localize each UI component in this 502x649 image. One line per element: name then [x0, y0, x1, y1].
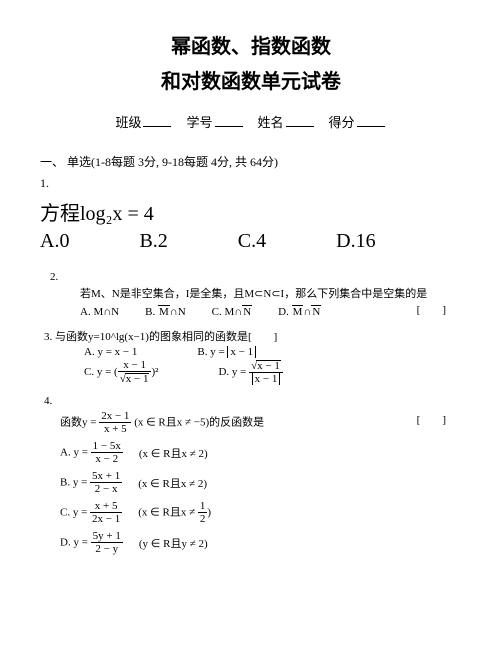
q4-main-num: 2x − 1: [99, 411, 131, 423]
q2-opt-d: D. M∩N: [278, 305, 321, 318]
title-line-1: 幂函数、指数函数: [40, 30, 462, 59]
q4d-pre: D. y =: [60, 537, 91, 549]
q4-main-den: x + 5: [99, 423, 131, 435]
q4-opt-b: B. y = 5x + 12 − x (x ∈ R且x ≠ 2): [44, 471, 462, 495]
q2-text: 若M、N是非空集合，I是全集，且M⊂N⊂I，那么下列集合中是空集的是 [ ]: [50, 285, 462, 301]
q2-stem: 若M、N是非空集合，I是全集，且M⊂N⊂I，那么下列集合中是空集的是: [80, 288, 427, 300]
q4c-num: x + 5: [90, 501, 122, 513]
q4c-cond-pre: (x ∈ R且x ≠: [138, 507, 198, 519]
q4c-cond-post: ): [207, 507, 211, 519]
q4c-den: 2x − 1: [90, 513, 122, 525]
q4-stem: 函数y = 2x − 1x + 5 (x ∈ R且x ≠ −5)的反函数是 [ …: [44, 411, 462, 435]
q1-options: A.0 B.2 C.4 D.16: [40, 230, 462, 253]
q3c-num: x − 1: [118, 360, 152, 372]
q2-opt-b: B. M∩N: [145, 305, 186, 318]
q3c-pre: C. y = (: [84, 366, 118, 378]
class-label: 班级: [115, 115, 141, 130]
score-label: 得分: [329, 115, 355, 130]
q2b-pre: B.: [145, 306, 158, 318]
q2d-over2: N: [311, 305, 321, 318]
q4-post: (x ∈ R且x ≠ −5)的反函数是: [131, 417, 264, 429]
q2-number: 2.: [50, 271, 462, 283]
q2-options: A. M∩N B. M∩N C. M∩N D. M∩N: [50, 305, 417, 318]
info-line: 班级 学号 姓名 得分: [40, 112, 462, 131]
q4-opt-a: A. y = 1 − 5xx − 2 (x ∈ R且x ≠ 2): [44, 441, 462, 465]
q1-opt-c: C.4: [238, 230, 266, 253]
q4-number: 4.: [44, 395, 462, 407]
q1-opt-a: A.0: [40, 230, 69, 253]
q4a-cond: (x ∈ R且x ≠ 2): [139, 445, 208, 461]
q2-opt-c: C. M∩N: [212, 305, 253, 318]
name-blank: [286, 113, 314, 127]
q2c-pre: C. M∩: [212, 306, 243, 318]
q2d-mid: ∩: [303, 306, 311, 318]
id-label: 学号: [186, 115, 212, 130]
q4d-den: 2 − y: [91, 543, 123, 555]
q4d-cond: (y ∈ R且y ≠ 2): [139, 535, 208, 551]
name-label: 姓名: [258, 115, 284, 130]
q4c-cond: (x ∈ R且x ≠ 12): [138, 501, 211, 525]
q1-number: 1.: [40, 176, 462, 191]
q2d-pre: D.: [278, 306, 291, 318]
q3-opt-c: C. y = (x − 1x − 1)²: [84, 360, 158, 385]
class-blank: [143, 113, 171, 127]
q3c-post: )²: [151, 366, 158, 378]
q1-opt-d: D.16: [336, 230, 375, 253]
q1-opt-b: B.2: [139, 230, 167, 253]
q3-opt-a: A. y = x − 1: [84, 346, 137, 358]
q3d-rad: x − 1: [256, 360, 281, 372]
section-1-heading: 一、 单选(1-8每题 3分, 9-18每题 4分, 共 64分): [40, 153, 462, 170]
q4b-num: 5x + 1: [90, 471, 122, 483]
id-blank: [215, 113, 243, 127]
q2-bracket: [ ]: [417, 301, 462, 317]
q2d-over1: M: [292, 305, 304, 318]
q4c-cond-den: 2: [198, 513, 208, 525]
q2-opt-a: A. M∩N: [80, 306, 119, 318]
q3-opt-d: D. y = x − 1x − 1: [218, 360, 282, 385]
q3d-pre: D. y =: [218, 366, 249, 378]
q2b-post: ∩N: [170, 306, 186, 318]
q3-number: 3.: [44, 331, 52, 343]
q4b-cond: (x ∈ R且x ≠ 2): [138, 475, 207, 491]
q4a-den: x − 2: [91, 453, 123, 465]
q3b-pre: B. y =: [197, 346, 227, 358]
q3-text: 与函数y=10^lg(x−1)的图象相同的函数是[ ]: [55, 331, 277, 343]
q4-opt-c: C. y = x + 52x − 1 (x ∈ R且x ≠ 12): [44, 501, 462, 525]
q2b-over: M: [158, 305, 170, 318]
q3c-sqrt: x − 1: [120, 373, 150, 385]
q4-opt-d: D. y = 5y + 12 − y (y ∈ R且y ≠ 2): [44, 531, 462, 555]
score-blank: [357, 113, 385, 127]
q4-pre: 函数y =: [60, 417, 99, 429]
q3d-abs: x − 1: [252, 373, 281, 385]
q4a-pre: A. y =: [60, 447, 91, 459]
q1-text: 方程log₂x = 4: [40, 197, 462, 226]
q4b-den: 2 − x: [90, 483, 122, 495]
q3b-abs: x − 1: [227, 346, 256, 358]
q4d-num: 5y + 1: [91, 531, 123, 543]
q4a-num: 1 − 5x: [91, 441, 123, 453]
q2c-over: N: [242, 305, 252, 318]
q4-bracket: [ ]: [417, 411, 462, 427]
title-line-2: 和对数函数单元试卷: [40, 65, 462, 94]
q3c-rad: x − 1: [125, 373, 150, 385]
q4c-pre: C. y =: [60, 507, 90, 519]
q4b-pre: B. y =: [60, 477, 90, 489]
q4c-cond-num: 1: [198, 501, 208, 513]
q3-opt-b: B. y = x − 1: [197, 346, 256, 358]
q3d-sqrt: x − 1: [251, 360, 281, 372]
